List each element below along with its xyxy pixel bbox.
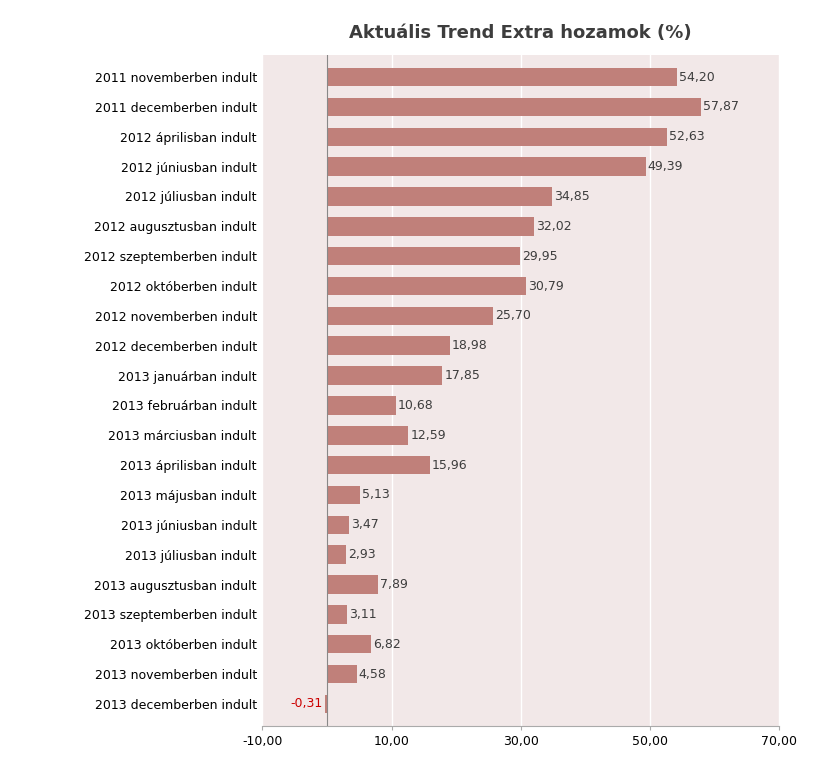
Text: 29,95: 29,95 <box>522 250 557 262</box>
Text: 17,85: 17,85 <box>444 369 479 382</box>
Bar <box>327 337 449 355</box>
Bar <box>327 157 645 176</box>
Bar <box>327 545 346 564</box>
Bar <box>327 98 699 116</box>
Text: 54,20: 54,20 <box>678 70 714 84</box>
Bar <box>327 605 346 624</box>
Text: 2,93: 2,93 <box>347 548 375 562</box>
Text: 49,39: 49,39 <box>647 160 682 173</box>
Bar <box>327 635 370 654</box>
Text: 4,58: 4,58 <box>358 668 386 680</box>
Text: 10,68: 10,68 <box>397 399 433 412</box>
Text: 32,02: 32,02 <box>535 219 571 233</box>
Text: -0,31: -0,31 <box>291 697 323 711</box>
Text: 34,85: 34,85 <box>554 190 589 203</box>
Bar <box>327 486 360 505</box>
Text: 57,87: 57,87 <box>702 101 738 113</box>
Title: Aktuális Trend Extra hozamok (%): Aktuális Trend Extra hozamok (%) <box>349 24 691 42</box>
Bar <box>327 515 349 534</box>
Bar <box>327 247 520 266</box>
Bar <box>327 576 378 594</box>
Bar <box>327 426 408 444</box>
Text: 3,11: 3,11 <box>349 608 376 621</box>
Bar <box>327 68 676 87</box>
Text: 30,79: 30,79 <box>527 280 563 293</box>
Text: 52,63: 52,63 <box>668 130 704 143</box>
Bar <box>327 187 551 205</box>
Text: 6,82: 6,82 <box>373 638 400 651</box>
Bar <box>324 694 327 713</box>
Bar <box>327 127 666 146</box>
Text: 25,70: 25,70 <box>495 309 530 323</box>
Text: 18,98: 18,98 <box>451 339 486 352</box>
Text: 12,59: 12,59 <box>410 429 446 442</box>
Text: 3,47: 3,47 <box>351 519 378 531</box>
Text: 7,89: 7,89 <box>379 578 407 591</box>
Bar <box>327 366 441 385</box>
Bar <box>327 456 429 474</box>
Bar <box>327 276 525 295</box>
Bar <box>327 665 356 683</box>
Text: 15,96: 15,96 <box>432 458 467 472</box>
Text: 5,13: 5,13 <box>362 488 389 501</box>
Bar <box>327 217 533 236</box>
Bar <box>327 396 396 415</box>
Bar <box>327 307 492 325</box>
